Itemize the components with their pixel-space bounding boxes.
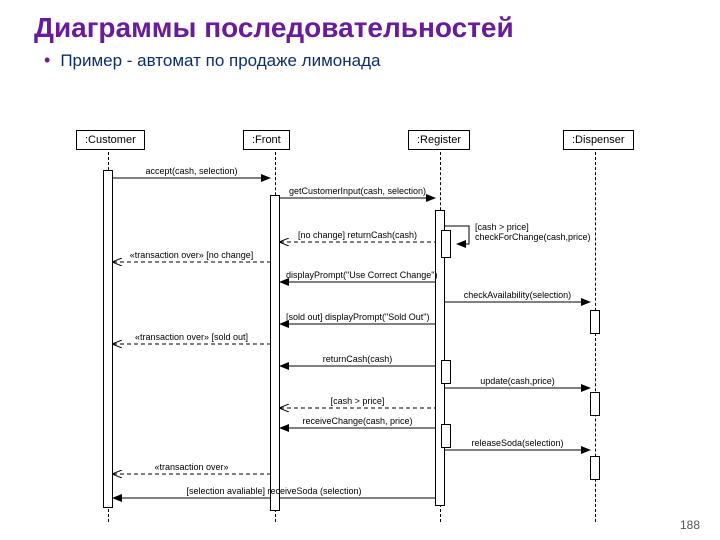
message-label: returnCash(cash) [286,354,429,364]
subtitle-row: • Пример - автомат по продаже лимонада [0,44,720,71]
message-label: [cash > price]checkForChange(cash,price) [475,222,591,242]
activation [441,424,451,448]
message-label: [cash > price] [286,396,429,406]
activation [441,230,451,258]
page-number: 188 [680,518,700,532]
subtitle-text: Пример - автомат по продаже лимонада [60,51,380,71]
participant-customer: :Customer [76,130,145,150]
activation [103,170,113,508]
participant-front: :Front [243,130,290,150]
message-label: «transaction over» [no change] [119,250,264,260]
message-label: releaseSoda(selection) [451,438,584,448]
message-label: [selection avaliable] receiveSoda (selec… [119,486,429,496]
activation [590,310,600,334]
message-label: accept(cash, selection) [119,166,264,176]
message-label: [no change] returnCash(cash) [286,230,429,240]
message-label: receiveChange(cash, price) [286,416,429,426]
slide-title: Диаграммы последовательностей [0,0,720,44]
message-label: checkAvailability(selection) [451,290,584,300]
message-label: update(cash,price) [451,376,584,386]
activation [441,360,451,384]
activation [590,456,600,480]
message-label: getCustomerInput(cash, selection) [286,186,429,196]
bullet-icon: • [44,50,50,71]
participant-register: :Register [408,130,470,150]
message-label: [sold out] displayPrompt("Sold Out") [286,312,429,322]
activation [590,392,600,416]
message-label: «transaction over» [sold out] [119,332,264,342]
activation [270,195,280,511]
message-label: displayPrompt("Use Correct Change") [286,270,429,280]
sequence-diagram: :Customer :Front :Register :Dispenser accept… [70,130,690,525]
message-label: «transaction over» [119,462,264,472]
participant-dispenser: :Dispenser [563,130,634,150]
